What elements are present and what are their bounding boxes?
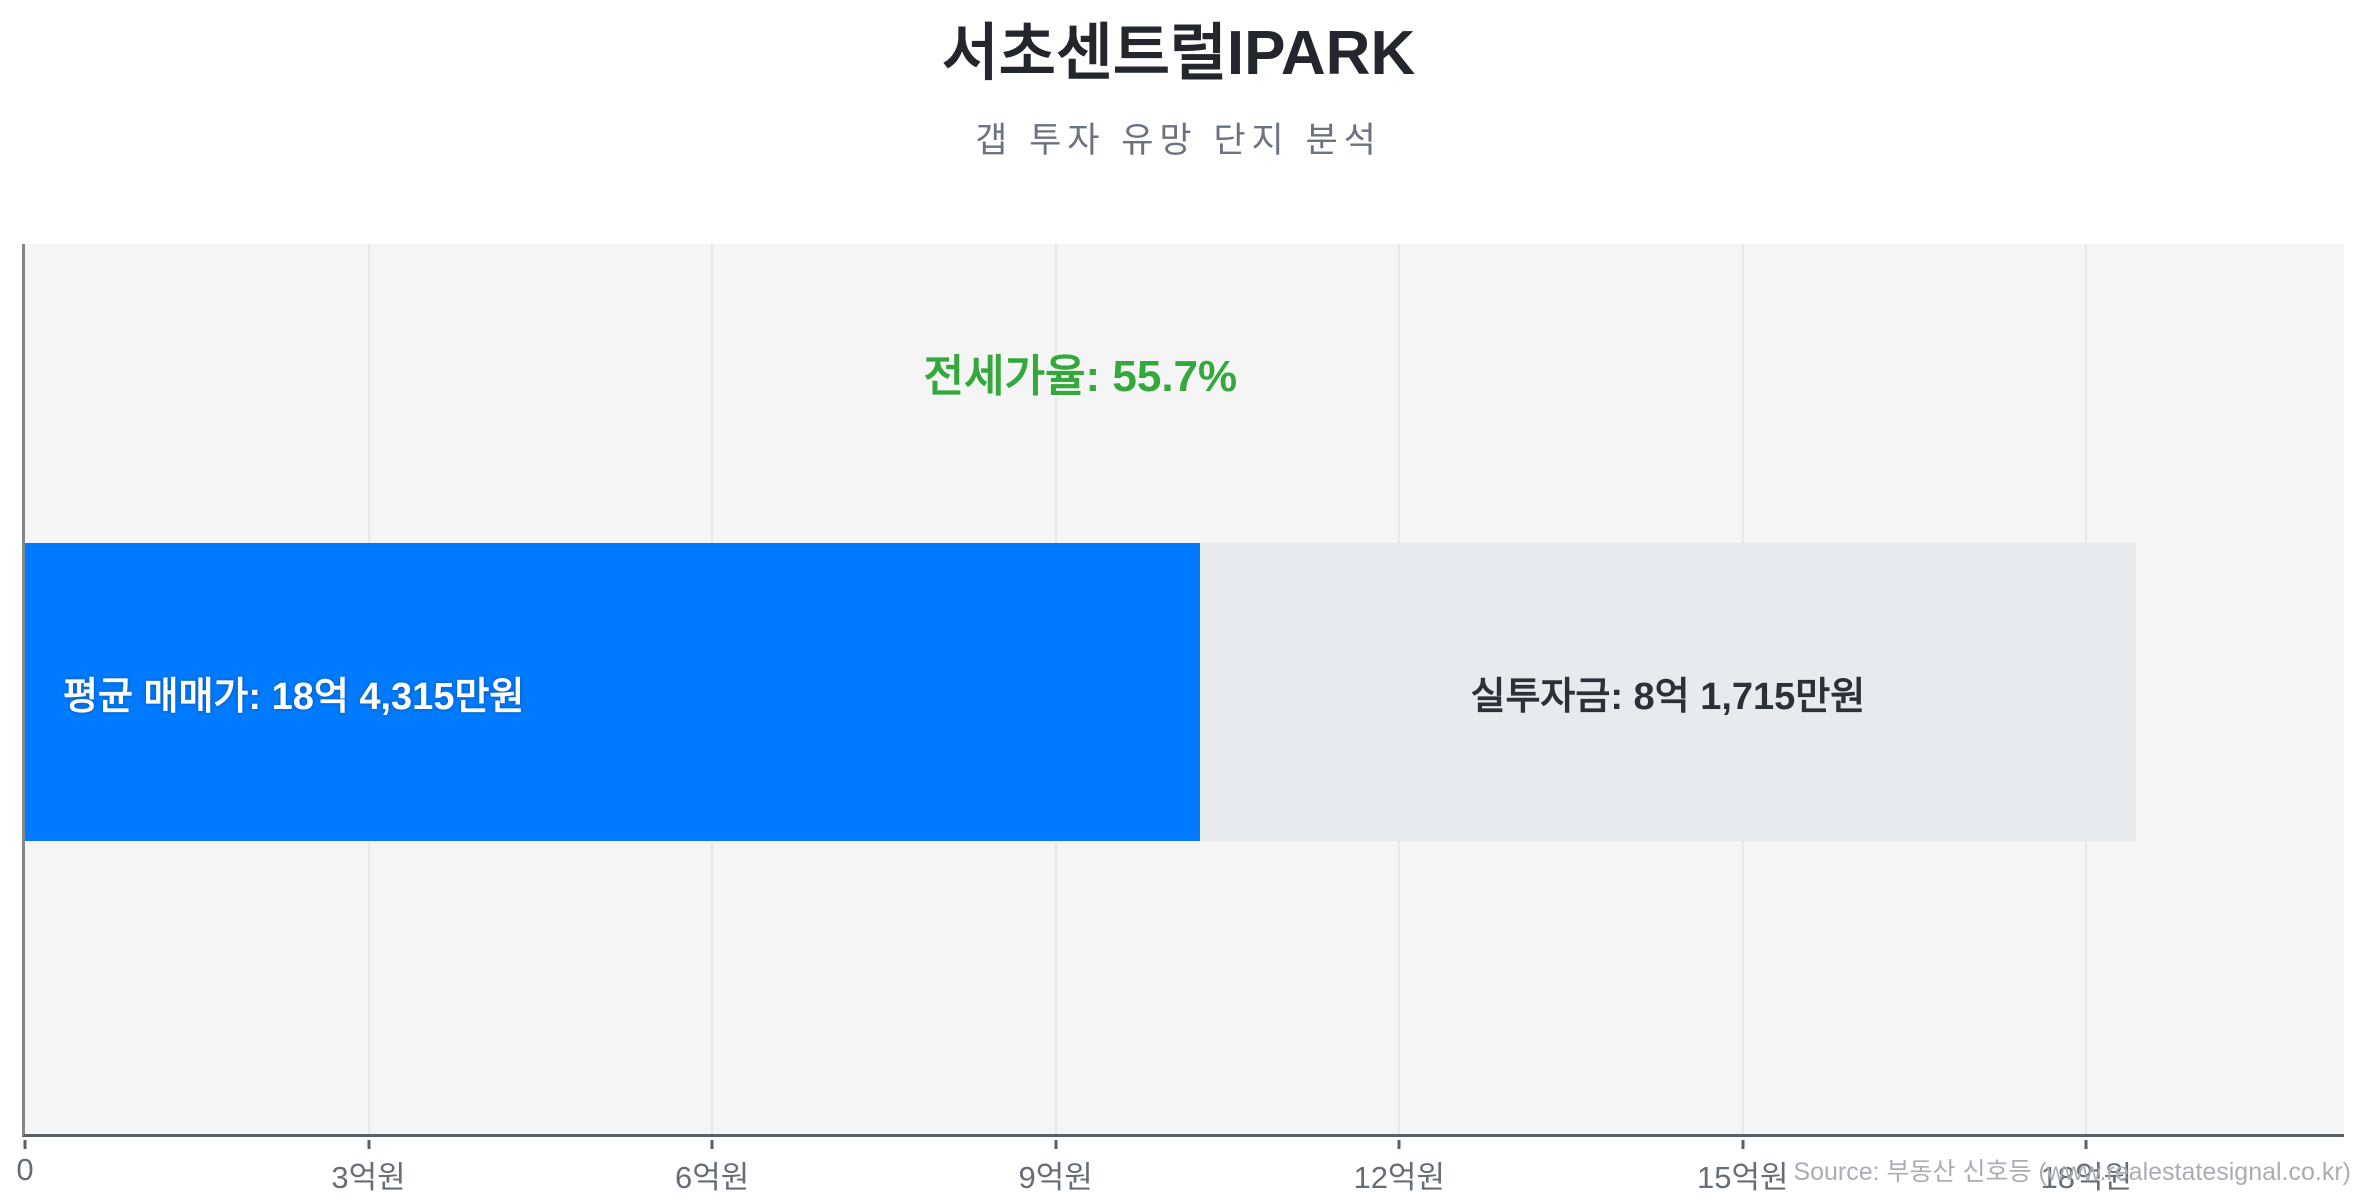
axis-tick-9eok [1054,1140,1058,1149]
axis-tick-3eok [367,1140,371,1149]
axis-tick-6eok [710,1140,714,1149]
x-axis: 0 3억원 6억원 9억원 12억원 15억원 18억원 [16,1140,2344,1200]
tick-label-18eok: 18억원 [2040,1160,2133,1195]
tick-label-12eok: 12억원 [1353,1160,1445,1195]
stacked-bar-row: 평균 매매가: 18억 4,315만원 실투자금: 8억 1,715만원 [25,543,2136,841]
bar-label-average-sale-price: 평균 매매가: 18억 4,315만원 [63,675,525,718]
page-subtitle: 갭 투자 유망 단지 분석 [975,121,1382,160]
tick-label-15eok: 15억원 [1697,1160,1789,1195]
axis-tick-12eok [1397,1140,1401,1149]
source-credit: Source: 부동산 신호등 (www.realestatesignal.co… [1793,1158,2351,1186]
annotation-jeonse-ratio: 전세가율: 55.7% [923,352,1238,401]
plot-area: 평균 매매가: 18억 4,315만원 실투자금: 8억 1,715만원 전세가율… [22,244,2344,1137]
tick-label-6eok: 6억원 [674,1160,750,1195]
bar-segment-average-sale-price: 평균 매매가: 18억 4,315만원 [25,543,1200,841]
bar-label-net-investment: 실투자금: 8억 1,715만원 [1470,675,1866,718]
axis-tick-0eok [23,1140,27,1149]
axis-tick-18eok [2084,1140,2088,1149]
tick-label-3eok: 3억원 [331,1160,406,1195]
bar-segment-net-investment: 실투자금: 8억 1,715만원 [1199,543,2136,841]
tick-label-9eok: 9억원 [1018,1160,1093,1195]
tick-label-0eok: 0 [16,1152,34,1187]
page-title: 서초센트럴IPARK [941,19,1416,88]
axis-tick-15eok [1741,1140,1745,1149]
